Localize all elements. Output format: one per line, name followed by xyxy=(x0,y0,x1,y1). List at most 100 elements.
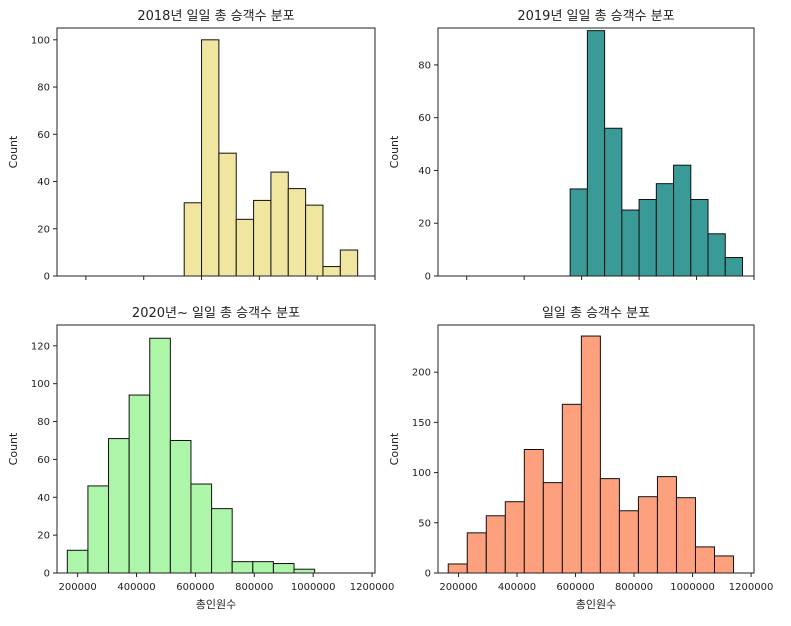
axes-frame xyxy=(56,324,376,574)
histogram-bar-2019-7 xyxy=(690,198,709,277)
histogram-bar-2019-1 xyxy=(586,30,606,277)
histogram-bar-2018-2 xyxy=(218,152,237,277)
histogram-bar-2020-2 xyxy=(108,438,130,574)
histogram-bar-all-1 xyxy=(466,532,487,574)
histogram-bar-2018-3 xyxy=(235,218,255,277)
histogram-bar-2019-0 xyxy=(569,188,588,277)
histogram-bar-2020-0 xyxy=(66,549,89,574)
histogram-bar-2020-9 xyxy=(252,561,274,574)
histogram-bar-2020-10 xyxy=(272,563,295,574)
chart-title: 일일 총 승객수 분포 xyxy=(542,306,650,321)
y-tick-label: 40 xyxy=(37,177,50,188)
histogram-bar-2018-5 xyxy=(270,171,289,277)
y-tick-label: 20 xyxy=(37,531,50,542)
histogram-bar-2018-8 xyxy=(322,266,341,277)
y-tick-label: 20 xyxy=(37,224,50,235)
histogram-bar-2020-11 xyxy=(293,568,316,574)
x-tick-label: 1000000 xyxy=(670,582,715,593)
y-axis-label: Count xyxy=(7,135,20,168)
axes-frame xyxy=(56,27,376,277)
histogram-bar-all-14 xyxy=(714,555,735,574)
x-tick-label: 800000 xyxy=(235,582,273,593)
histogram-bar-all-0 xyxy=(447,563,468,574)
axes-frame xyxy=(437,27,755,277)
histogram-bar-2018-4 xyxy=(253,199,272,277)
y-tick-label: 80 xyxy=(418,60,431,71)
y-tick-label: 60 xyxy=(37,130,50,141)
subplot-2019: 0 20 40 60 80 2019년 일일 총 승객수 분포 Count xyxy=(388,9,755,283)
y-tick-label: 0 xyxy=(425,272,431,283)
histogram-bar-all-10 xyxy=(637,496,658,574)
histogram-bar-2020-7 xyxy=(211,508,233,574)
x-tick-label: 1000000 xyxy=(291,582,336,593)
histogram-bar-2020-4 xyxy=(149,337,171,574)
x-tick-label: 600000 xyxy=(556,582,594,593)
histogram-bar-all-4 xyxy=(523,449,544,574)
x-tick-label: 1200000 xyxy=(729,582,774,593)
histogram-bar-2020-5 xyxy=(169,439,192,574)
y-tick-label: 60 xyxy=(418,113,431,124)
histogram-bar-all-7 xyxy=(580,335,601,574)
histogram-bar-2020-1 xyxy=(87,485,110,574)
x-tick-label: 400000 xyxy=(498,582,536,593)
y-tick-label: 80 xyxy=(37,83,50,94)
y-tick-label: 40 xyxy=(37,493,50,504)
histogram-bar-all-11 xyxy=(656,476,677,574)
x-tick-label: 600000 xyxy=(176,582,214,593)
y-tick-label: 100 xyxy=(31,35,50,46)
x-tick-label: 400000 xyxy=(117,582,155,593)
subplot-2018: 0 20 40 60 80 100 2018년 일일 총 승객수 분포 Count xyxy=(7,9,376,283)
histogram-bar-2020-8 xyxy=(231,561,254,574)
x-tick-label: 800000 xyxy=(615,582,653,593)
subplot-all: 0 50 100 150 200 200000 400000 600000 800000 1000… xyxy=(388,306,773,611)
y-tick-label: 20 xyxy=(418,219,431,230)
histogram-bar-2018-7 xyxy=(305,204,324,277)
y-tick-label: 60 xyxy=(37,455,50,466)
x-tick-label: 200000 xyxy=(59,582,97,593)
y-tick-label: 100 xyxy=(31,379,50,390)
y-tick-label: 50 xyxy=(418,518,431,529)
histogram-bar-2019-6 xyxy=(673,164,692,277)
subplot-2020: 0 20 40 60 80 100 120 200000 400000 600000 800000 1… xyxy=(7,306,394,611)
histogram-bar-all-9 xyxy=(618,510,639,574)
histogram-bar-all-2 xyxy=(485,515,506,574)
histogram-bar-2020-6 xyxy=(190,483,213,574)
histogram-bar-2019-8 xyxy=(707,233,726,277)
histogram-bar-all-8 xyxy=(599,478,620,574)
histogram-bar-2018-0 xyxy=(183,202,203,277)
chart-title: 2020년~ 일일 총 승객수 분포 xyxy=(132,306,300,321)
histogram-bar-all-12 xyxy=(675,497,696,574)
histogram-bar-2019-3 xyxy=(621,209,640,277)
y-tick-label: 120 xyxy=(31,341,50,352)
histogram-bar-2018-1 xyxy=(201,39,220,277)
histogram-bar-all-6 xyxy=(561,403,582,574)
histogram-bar-2019-4 xyxy=(638,198,657,277)
histogram-bar-all-13 xyxy=(694,546,716,574)
x-tick-label: 1200000 xyxy=(350,582,395,593)
y-tick-label: 0 xyxy=(44,569,50,580)
histogram-bar-all-5 xyxy=(542,482,563,574)
axes-frame xyxy=(437,324,755,574)
y-tick-label: 40 xyxy=(418,166,431,177)
y-tick-label: 0 xyxy=(44,272,50,283)
y-axis-label: Count xyxy=(7,432,20,465)
y-tick-label: 80 xyxy=(37,417,50,428)
chart-title: 2019년 일일 총 승객수 분포 xyxy=(517,9,674,24)
histogram-bar-2019-2 xyxy=(604,127,623,277)
x-tick-label: 200000 xyxy=(439,582,477,593)
y-tick-label: 200 xyxy=(412,368,431,379)
x-axis-label: 총인원수 xyxy=(576,598,616,611)
y-axis-label: Count xyxy=(388,135,401,168)
y-axis-label: Count xyxy=(388,432,401,465)
histogram-bar-all-3 xyxy=(504,501,525,574)
histogram-bar-2018-6 xyxy=(287,188,307,277)
histogram-bar-2019-9 xyxy=(724,257,744,277)
histogram-bar-2020-3 xyxy=(128,394,151,574)
y-tick-label: 150 xyxy=(412,418,431,429)
y-tick-label: 100 xyxy=(412,468,431,479)
histogram-bar-2018-9 xyxy=(339,249,359,277)
x-axis-label: 총인원수 xyxy=(196,598,236,611)
chart-title: 2018년 일일 총 승객수 분포 xyxy=(137,9,294,24)
histogram-bar-2019-5 xyxy=(655,183,675,277)
